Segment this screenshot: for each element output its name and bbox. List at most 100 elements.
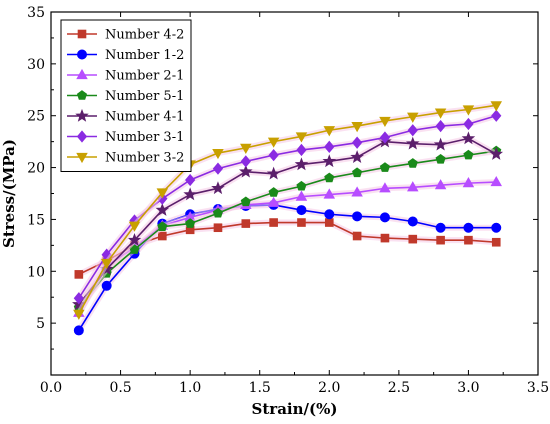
- data-point-number-4-1: [294, 157, 309, 171]
- x-tick-label: 3.5: [527, 380, 549, 396]
- series-number-5-1: [73, 145, 502, 312]
- data-point-number-3-2: [323, 126, 336, 137]
- legend-marker: [76, 130, 88, 143]
- data-point-number-4-1: [266, 166, 281, 180]
- data-point-number-3-2: [379, 116, 391, 128]
- data-point-number-3-1: [463, 117, 474, 131]
- data-point-number-4-1: [155, 202, 170, 216]
- data-point-number-2-1: [351, 186, 363, 197]
- legend-label: Number 3-1: [105, 130, 184, 145]
- data-point-number-4-1: [127, 233, 142, 246]
- data-point-number-3-2: [295, 132, 308, 143]
- data-point-number-4-1: [211, 181, 225, 195]
- y-tick-label: 35: [27, 5, 45, 21]
- data-point-number-1-2: [101, 280, 112, 291]
- data-point-number-4-2: [74, 270, 84, 279]
- x-tick-label: 0.5: [109, 380, 131, 396]
- data-point-number-2-1: [267, 196, 280, 207]
- x-tick-label: 1.5: [249, 380, 271, 396]
- data-point-number-2-1: [323, 188, 336, 199]
- y-tick-label: 25: [27, 109, 45, 125]
- data-point-number-5-1: [352, 167, 363, 178]
- data-point-number-4-2: [491, 237, 501, 247]
- data-point-number-5-1: [407, 158, 418, 168]
- data-point-number-5-1: [324, 172, 335, 183]
- data-point-number-4-1: [461, 131, 476, 145]
- data-point-number-3-1: [351, 136, 363, 149]
- data-point-number-5-1: [379, 162, 391, 172]
- data-point-number-5-1: [240, 196, 251, 207]
- data-point-number-3-2: [156, 188, 169, 199]
- legend-label: Number 2-1: [105, 69, 184, 84]
- data-point-number-5-1: [157, 221, 168, 231]
- data-point-number-4-1: [350, 150, 364, 163]
- data-point-number-3-2: [490, 101, 503, 112]
- y-tick-label: 30: [27, 57, 45, 73]
- data-point-number-3-1: [491, 109, 502, 122]
- data-point-number-3-1: [73, 292, 84, 305]
- legend-marker: [75, 108, 89, 122]
- x-tick-label: 2.0: [318, 380, 340, 396]
- legend-entry-number-4-2: Number 4-2: [67, 28, 184, 43]
- data-point-number-1-2: [324, 209, 335, 220]
- data-point-number-3-1: [324, 140, 335, 153]
- data-point-number-5-1: [435, 153, 446, 164]
- data-point-number-3-1: [185, 173, 196, 187]
- data-point-number-4-2: [269, 218, 278, 227]
- data-point-number-4-2: [158, 231, 167, 241]
- data-point-number-3-2: [240, 143, 252, 154]
- data-point-number-1-2: [491, 222, 502, 233]
- legend-marker: [77, 49, 88, 60]
- data-point-number-5-1: [463, 149, 474, 160]
- legend-entry-number-4-1: Number 4-1: [67, 108, 184, 125]
- data-point-number-4-2: [352, 231, 362, 241]
- data-point-number-2-1: [490, 175, 503, 187]
- data-point-number-3-2: [100, 258, 113, 270]
- x-tick-label: 3.0: [457, 380, 479, 396]
- data-point-number-1-2: [296, 205, 307, 216]
- data-point-number-1-2: [463, 222, 474, 233]
- data-point-number-4-1: [433, 137, 448, 151]
- data-point-number-4-2: [464, 235, 473, 245]
- legend-entry-number-3-2: Number 3-2: [67, 151, 184, 166]
- y-axis-title: Stress/(MPa): [0, 139, 18, 248]
- legend: Number 4-2 Number 1-2 Number 2-1 Number 5-1…: [60, 19, 192, 172]
- legend-label: Number 4-2: [105, 28, 184, 43]
- data-point-number-3-2: [212, 148, 224, 160]
- data-point-number-5-1: [296, 180, 307, 191]
- data-point-number-4-2: [324, 218, 334, 227]
- axes-layer: 0.0 0.5 1.0 1.5 2.0 2.5 3.0 3.5 5 10 15 20 25 30 35: [27, 5, 549, 396]
- x-tick-label: 0.0: [40, 380, 62, 396]
- data-point-number-4-2: [408, 234, 418, 244]
- series-number-4-1: [72, 131, 504, 311]
- data-point-number-2-1: [434, 179, 447, 190]
- series-line-number-3-2: [78, 104, 497, 315]
- legend-label: Number 3-2: [105, 151, 184, 166]
- data-point-number-4-1: [406, 136, 420, 150]
- legend-label: Number 4-1: [105, 110, 184, 125]
- data-point-number-3-2: [462, 105, 475, 116]
- data-point-number-4-2: [297, 218, 306, 227]
- legend-marker: [76, 90, 88, 100]
- data-point-number-3-1: [379, 131, 391, 144]
- legend-marker: [76, 68, 88, 80]
- data-point-number-2-1: [407, 181, 419, 192]
- legend-label: Number 1-2: [105, 48, 184, 63]
- legend-marker: [76, 152, 88, 164]
- data-point-number-3-1: [212, 162, 224, 175]
- y-tick-label: 5: [36, 316, 45, 332]
- series-line-number-4-1: [78, 137, 497, 305]
- data-point-number-5-1: [212, 207, 224, 218]
- data-point-number-3-2: [407, 112, 419, 123]
- data-point-number-3-1: [435, 119, 446, 133]
- data-point-number-3-2: [434, 108, 447, 119]
- data-point-number-3-1: [240, 155, 251, 168]
- data-point-number-5-1: [268, 187, 279, 197]
- data-point-number-4-2: [213, 223, 223, 233]
- legend-entry-number-5-1: Number 5-1: [67, 89, 184, 104]
- data-point-number-3-1: [268, 148, 279, 162]
- data-point-number-4-1: [239, 164, 253, 178]
- data-point-number-1-2: [379, 212, 390, 223]
- data-point-number-3-2: [351, 122, 363, 133]
